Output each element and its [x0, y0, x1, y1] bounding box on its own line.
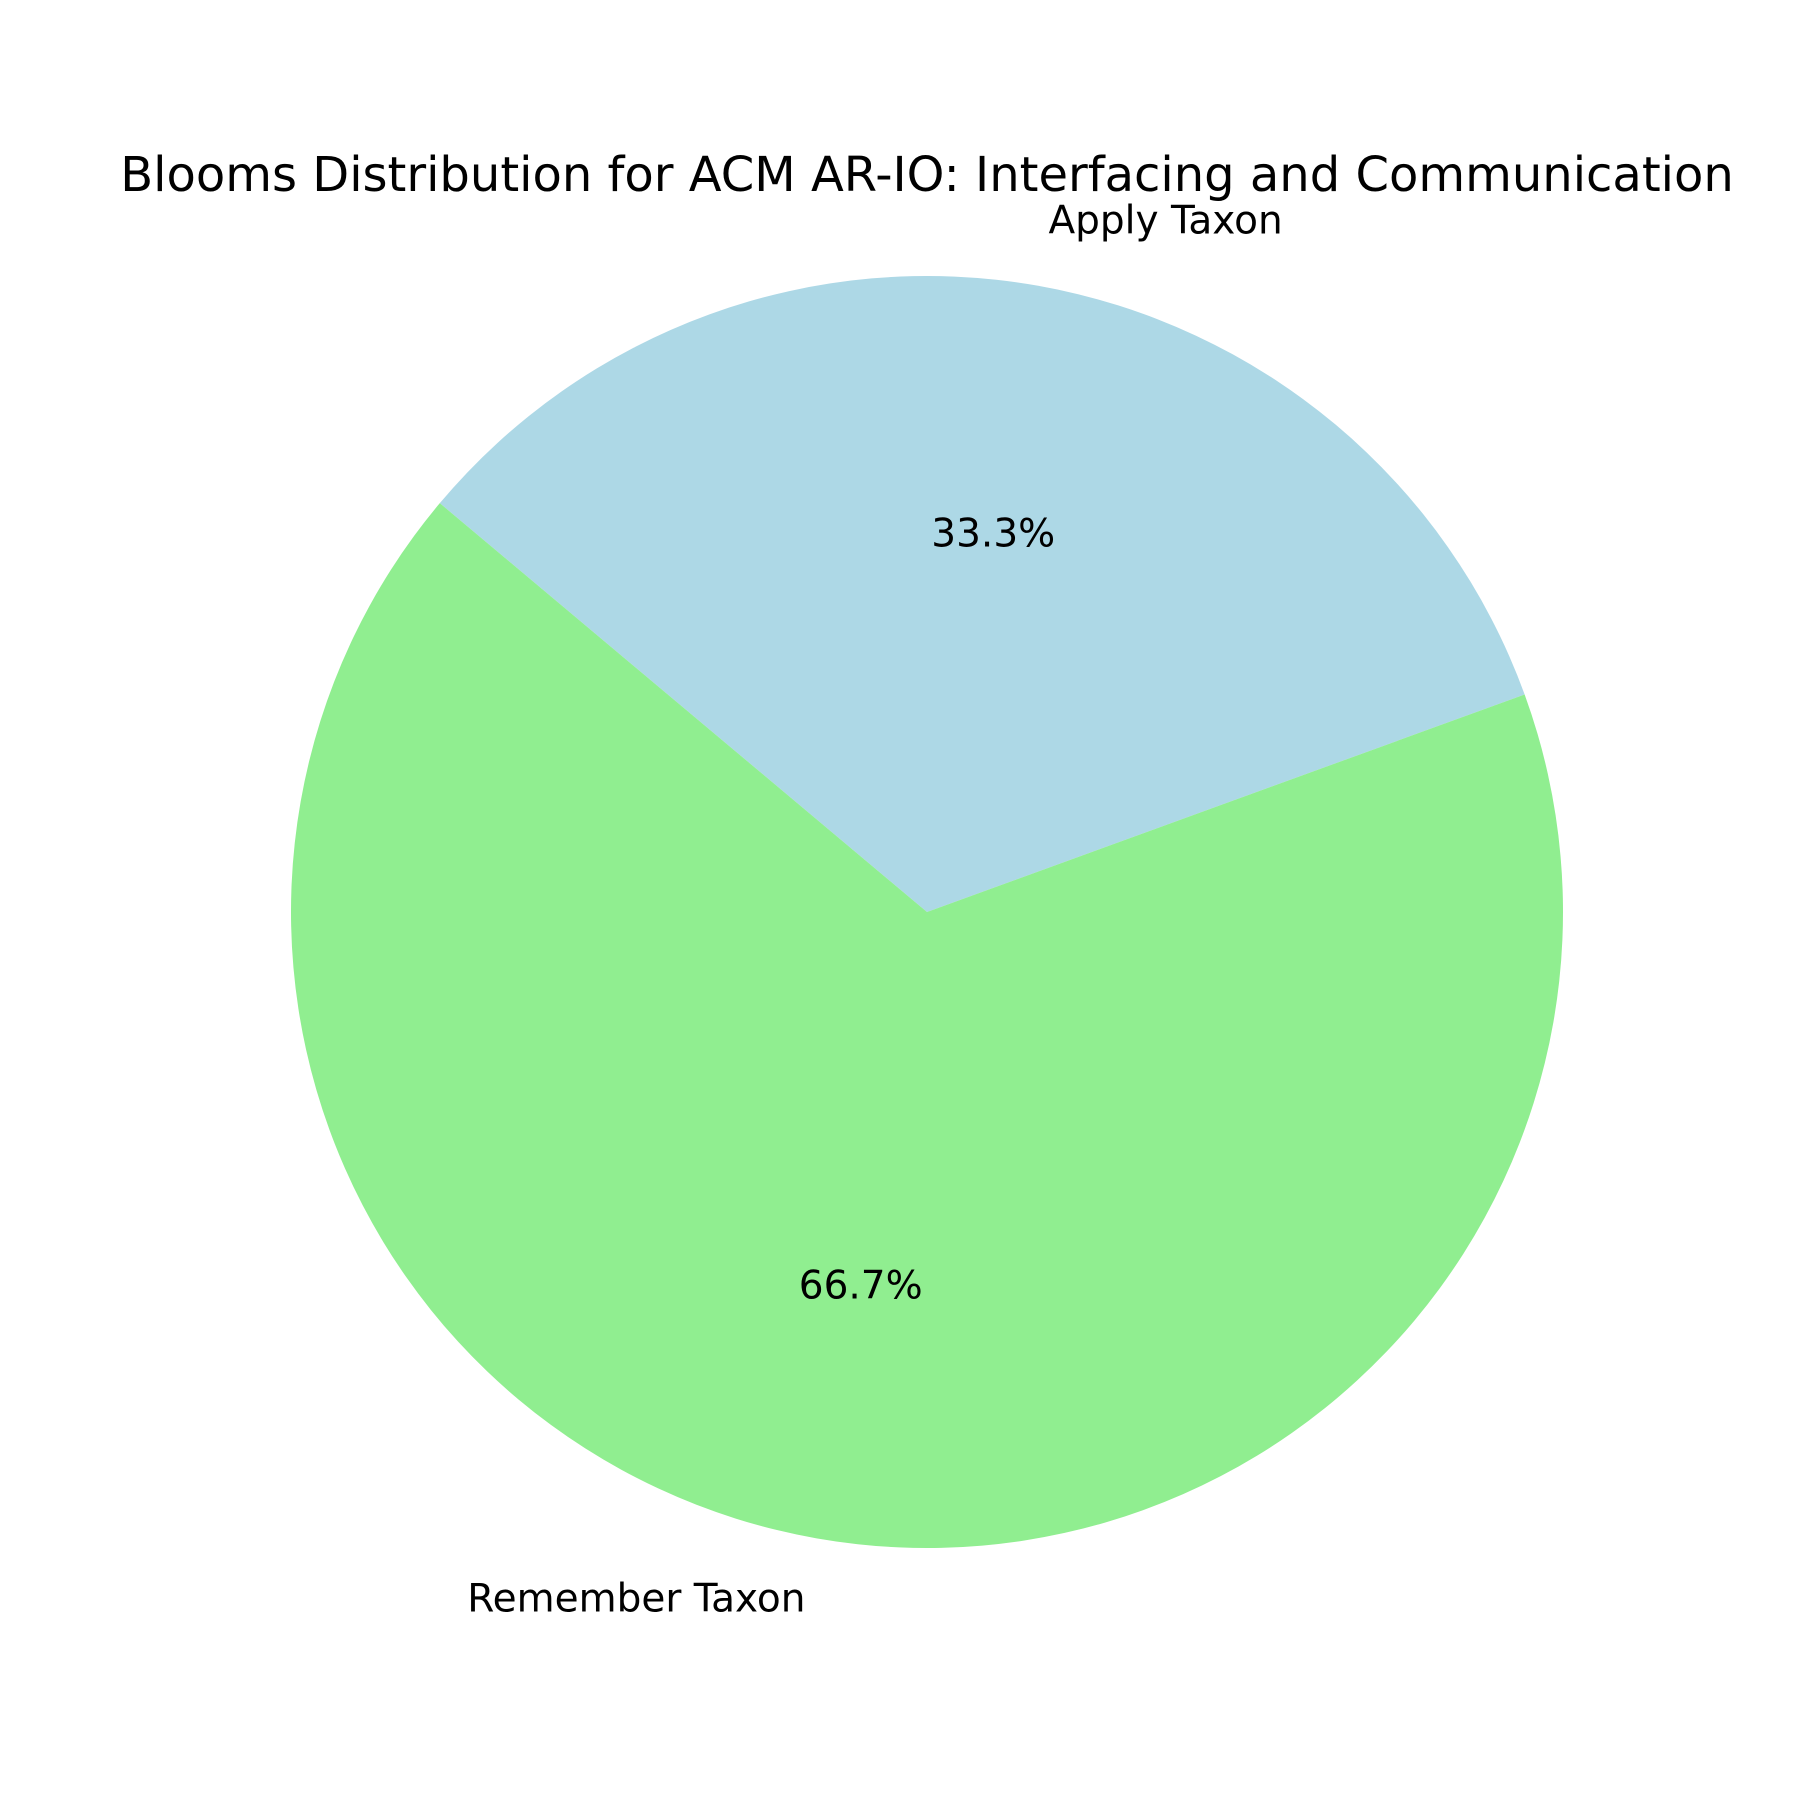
chart-title: Blooms Distribution for ACM AR-IO: Inter… — [120, 147, 1734, 203]
slice-percent-label: 66.7% — [799, 1263, 923, 1308]
slice-percent-label: 33.3% — [931, 512, 1055, 557]
pie-slice-remember-taxon — [290, 503, 1564, 1549]
slice-label: Remember Taxon — [467, 1576, 805, 1621]
pie-slices — [290, 276, 1564, 1549]
pie-slice-apply-taxon — [439, 276, 1525, 912]
slice-label: Apply Taxon — [1048, 199, 1282, 244]
pie-labels: Apply Taxon 33.3% Remember Taxon 66.7% — [467, 199, 1282, 1622]
